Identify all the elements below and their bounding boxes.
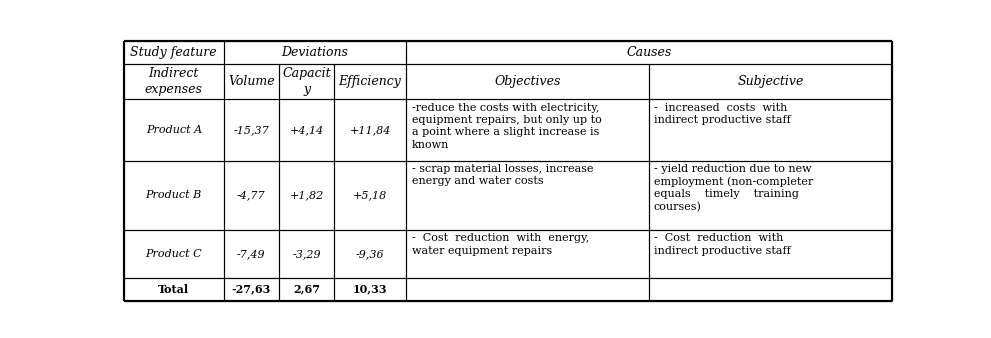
Text: Subjective: Subjective — [737, 75, 804, 88]
Text: Efficiency: Efficiency — [339, 75, 401, 88]
Text: -27,63: -27,63 — [232, 284, 272, 295]
Text: -  Cost  reduction  with  energy,
water equipment repairs: - Cost reduction with energy, water equi… — [412, 233, 589, 256]
Text: Product C: Product C — [146, 249, 202, 259]
Text: Study feature: Study feature — [131, 46, 217, 58]
Text: - scrap material losses, increase
energy and water costs: - scrap material losses, increase energy… — [412, 164, 594, 186]
Text: Objectives: Objectives — [495, 75, 561, 88]
Text: -15,37: -15,37 — [234, 125, 270, 135]
Text: 10,33: 10,33 — [353, 284, 387, 295]
Text: Causes: Causes — [626, 46, 672, 58]
Text: - yield reduction due to new
employment (non-completer
equals    timely    train: - yield reduction due to new employment … — [654, 164, 813, 212]
Text: -reduce the costs with electricity,
equipment repairs, but only up to
a point wh: -reduce the costs with electricity, equi… — [412, 102, 602, 150]
Text: -  Cost  reduction  with
indirect productive staff: - Cost reduction with indirect productiv… — [654, 233, 791, 256]
Text: Volume: Volume — [228, 75, 275, 88]
Text: +4,14: +4,14 — [289, 125, 324, 135]
Text: Product B: Product B — [146, 190, 202, 200]
Text: -7,49: -7,49 — [237, 249, 266, 259]
Text: -3,29: -3,29 — [292, 249, 321, 259]
Text: -4,77: -4,77 — [237, 190, 266, 200]
Text: -  increased  costs  with
indirect productive staff: - increased costs with indirect producti… — [654, 102, 791, 125]
Text: +11,84: +11,84 — [350, 125, 390, 135]
Text: Indirect
expenses: Indirect expenses — [145, 67, 203, 96]
Text: -9,36: -9,36 — [356, 249, 385, 259]
Text: +1,82: +1,82 — [289, 190, 324, 200]
Text: 2,67: 2,67 — [293, 284, 320, 295]
Text: Capacit
y: Capacit y — [282, 67, 331, 96]
Text: Total: Total — [159, 284, 189, 295]
Text: Deviations: Deviations — [281, 46, 348, 58]
Text: +5,18: +5,18 — [353, 190, 387, 200]
Text: Product A: Product A — [146, 125, 202, 135]
